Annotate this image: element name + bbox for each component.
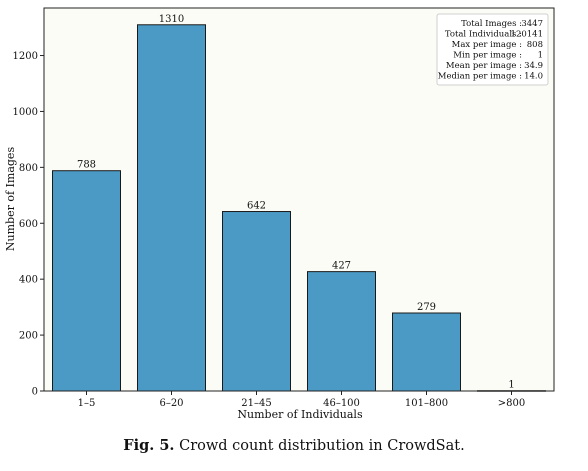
y-tick-label-3: 600 (19, 219, 38, 230)
bar-value-label-4: 279 (417, 302, 436, 313)
x-tick-label-4: 101–800 (405, 398, 448, 409)
x-tick-label-0: 1–5 (78, 398, 96, 409)
caption-text: Crowd count distribution in CrowdSat. (179, 438, 465, 454)
x-tick-label-2: 21–45 (241, 398, 271, 409)
y-tick-label-5: 1000 (13, 107, 38, 118)
bar-value-label-1: 1310 (159, 14, 184, 25)
x-tick-label-5: >800 (498, 398, 525, 409)
y-tick-label-6: 1200 (13, 51, 38, 62)
bar-value-label-2: 642 (247, 201, 266, 212)
y-tick-label-2: 400 (19, 275, 38, 286)
x-tick-label-1: 6–20 (159, 398, 183, 409)
bar-value-label-5: 1 (508, 380, 514, 391)
caption-label: Fig. 5. (123, 437, 175, 454)
stats-row-value-4: 34.9 (524, 61, 543, 71)
x-axis-label: Number of Individuals (237, 408, 363, 421)
stats-row-value-0: 3447 (521, 19, 543, 29)
stats-row-label-2: Max per image : (452, 40, 522, 50)
stats-row-label-3: Min per image : (453, 51, 522, 61)
bar-value-label-0: 788 (77, 160, 96, 171)
y-tick-label-4: 800 (19, 163, 38, 174)
y-axis-label: Number of Images (4, 147, 17, 252)
stats-box-frame (436, 13, 549, 86)
stats-row-value-3: 1 (538, 51, 543, 61)
stats-row-label-5: Median per image : (438, 72, 522, 82)
stats-row-value-5: 14.0 (524, 72, 543, 82)
y-axis: 0 200 400 600 800 1000 1200 (13, 51, 44, 398)
y-tick-label-0: 0 (32, 387, 38, 398)
bars-group (52, 24, 546, 392)
bar-4 (392, 312, 461, 392)
bar-1 (137, 24, 206, 392)
x-axis: 1–5 6–20 21–45 46–100 101–800 >800 (78, 391, 525, 409)
stats-row-value-1: 120141 (511, 30, 543, 40)
stats-row-label-4: Mean per image : (446, 61, 522, 71)
stats-row-value-2: 808 (527, 40, 543, 50)
plot-frame (43, 7, 555, 392)
figure-caption: Fig. 5. Crowd count distribution in Crow… (0, 437, 588, 454)
stats-row-label-0: Total Images : (461, 19, 522, 29)
bar-2 (222, 211, 291, 392)
bar-3 (307, 271, 376, 392)
y-tick-label-1: 200 (19, 331, 38, 342)
bar-value-label-3: 427 (332, 261, 351, 272)
bar-0 (52, 170, 121, 392)
bar-labels-group: 788 1310 642 427 279 1 (77, 14, 515, 391)
stats-row-label-1: Total Individuals : (445, 30, 522, 40)
x-tick-label-3: 46–100 (323, 398, 360, 409)
